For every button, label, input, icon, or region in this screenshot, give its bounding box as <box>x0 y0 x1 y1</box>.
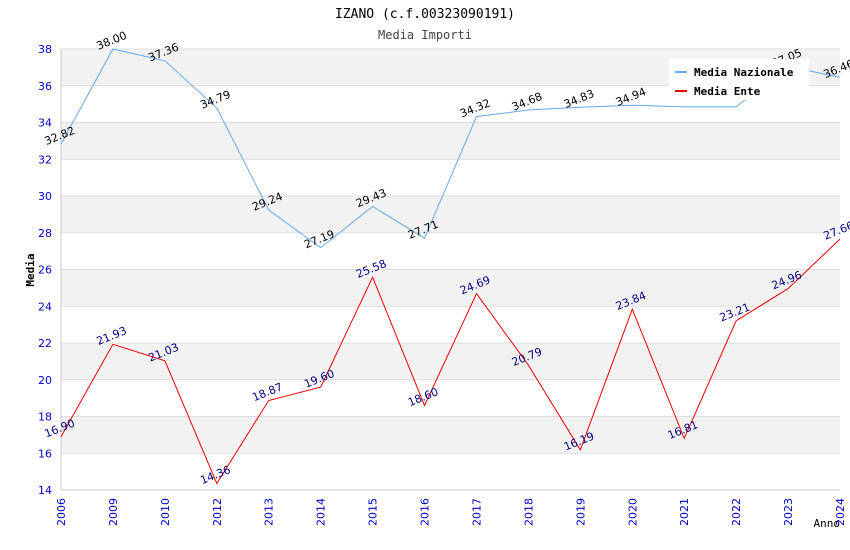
x-tick-label: 2009 <box>107 498 120 526</box>
y-tick-label: 38 <box>38 43 52 56</box>
x-tick-label: 2006 <box>55 498 68 526</box>
x-tick-label: 2024 <box>834 498 847 526</box>
y-tick-label: 22 <box>38 337 52 350</box>
chart-title: IZANO (c.f.00323090191) <box>335 7 515 22</box>
x-tick-label: 2016 <box>419 498 432 526</box>
grid-band <box>61 122 840 160</box>
grid-band <box>61 416 840 454</box>
x-tick-label: 2017 <box>470 498 483 526</box>
y-tick-label: 32 <box>38 153 52 166</box>
grid-band <box>61 379 840 417</box>
series-line <box>60 48 841 249</box>
y-tick-label: 24 <box>38 300 52 313</box>
y-tick-label: 16 <box>38 447 52 460</box>
x-tick-label: 2021 <box>678 498 691 526</box>
y-tick-label: 20 <box>38 374 52 387</box>
grid-band <box>61 196 840 233</box>
y-axis: 14 16 18 20 22 24 26 28 30 32 34 36 38 <box>38 43 52 497</box>
x-tick-label: 2010 <box>159 498 172 526</box>
y-tick-label: 14 <box>38 484 52 497</box>
legend: Media Nazionale Media Ente <box>669 59 809 100</box>
legend-box <box>669 59 809 100</box>
plot-lines <box>60 48 841 485</box>
grid-band <box>61 269 840 307</box>
y-axis-label: Media <box>24 253 37 286</box>
y-tick-label: 28 <box>38 227 52 240</box>
x-tick-label: 2013 <box>263 498 276 526</box>
grid-band <box>61 306 840 343</box>
x-axis: 2006 2009 2010 2012 2013 2014 2015 2016 2017 2018… <box>55 498 847 526</box>
grid-band <box>61 232 840 270</box>
chart-subtitle: Media Importi <box>378 28 472 42</box>
legend-label: Media Ente <box>694 85 761 98</box>
x-tick-label: 2015 <box>367 498 380 526</box>
x-tick-label: 2018 <box>522 498 535 526</box>
y-tick-label: 26 <box>38 264 52 277</box>
x-tick-label: 2019 <box>574 498 587 526</box>
y-tick-label: 34 <box>38 117 52 130</box>
x-axis-label: Anno <box>814 517 841 530</box>
grid-bands <box>60 48 840 491</box>
series-line <box>60 238 841 485</box>
legend-label: Media Nazionale <box>694 66 794 79</box>
x-tick-label: 2014 <box>315 498 328 526</box>
x-tick-label: 2020 <box>626 498 639 526</box>
x-tick-label: 2012 <box>211 498 224 526</box>
x-tick-label: 2023 <box>782 498 795 526</box>
y-tick-label: 36 <box>38 80 52 93</box>
grid-band <box>61 453 840 490</box>
x-tick-label: 2022 <box>730 498 743 526</box>
y-tick-label: 18 <box>38 411 52 424</box>
y-tick-label: 30 <box>38 190 52 203</box>
